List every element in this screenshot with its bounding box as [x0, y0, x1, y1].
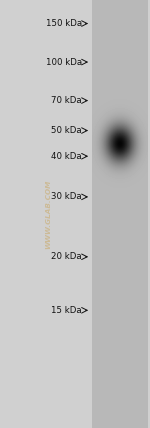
Text: 30 kDa: 30 kDa — [51, 192, 82, 202]
Text: 20 kDa: 20 kDa — [51, 252, 82, 262]
Text: 15 kDa: 15 kDa — [51, 306, 82, 315]
Text: 70 kDa: 70 kDa — [51, 96, 82, 105]
Text: WWW.GLAB.COM: WWW.GLAB.COM — [45, 179, 51, 249]
Text: 50 kDa: 50 kDa — [51, 126, 82, 135]
Text: 40 kDa: 40 kDa — [51, 152, 82, 161]
Text: 150 kDa: 150 kDa — [46, 19, 82, 28]
Text: 100 kDa: 100 kDa — [46, 57, 82, 67]
